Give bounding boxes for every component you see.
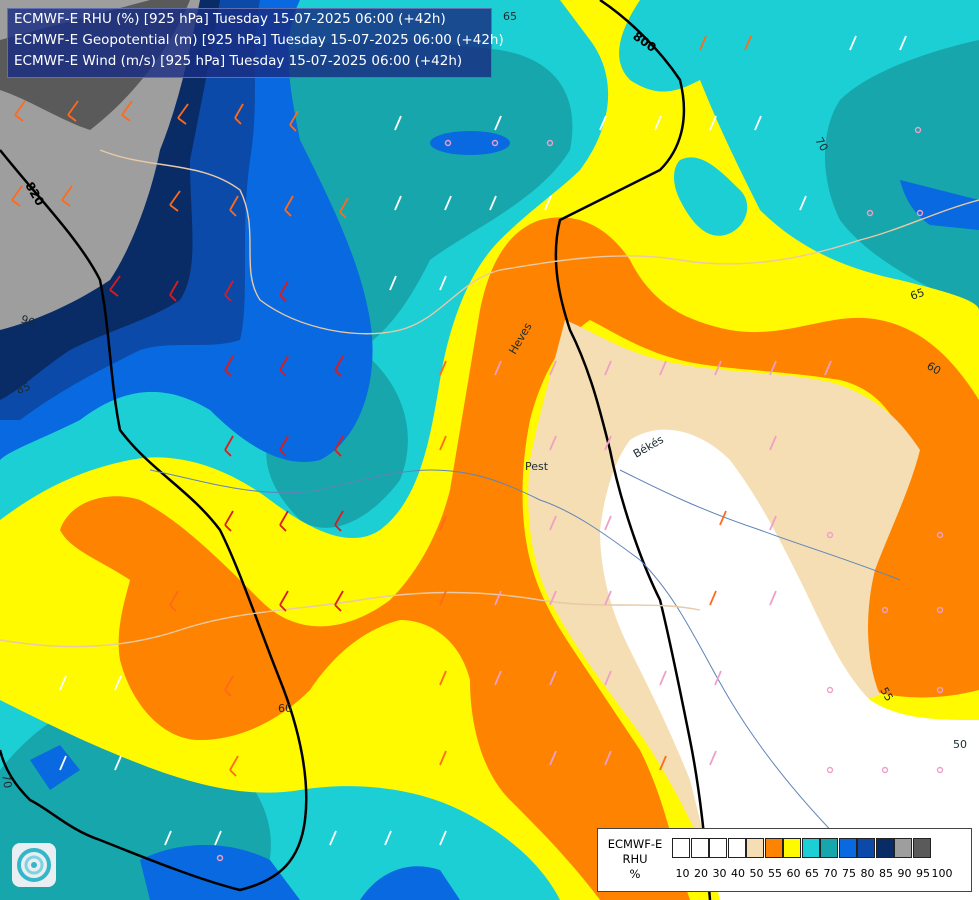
legend-tick-label: 30 — [712, 867, 727, 880]
legend-swatch — [894, 838, 912, 858]
rh-75-80-patch-bottom2 — [360, 866, 460, 900]
rh-75-80-patch-top — [430, 131, 510, 155]
legend-swatch — [857, 838, 875, 858]
header-line-rhu: ECMWF-E RHU (%) [925 hPa] Tuesday 15-07-… — [14, 11, 446, 27]
legend-tick-label: 85 — [879, 867, 893, 880]
legend-tick-label: 95 — [916, 867, 930, 880]
legend-tick-label: 75 — [842, 867, 856, 880]
geopotential-820-line — [0, 149, 308, 892]
legend-tick-label: 40 — [731, 867, 745, 880]
legend-title: ECMWF-E RHU % — [603, 837, 667, 882]
river-line — [149, 469, 851, 851]
rh-label: 70 — [812, 135, 830, 154]
rh-label: 65 — [503, 10, 517, 23]
header-line-geopotential: ECMWF-E Geopotential (m) [925 hPa] Tuesd… — [14, 32, 504, 48]
rh-label: 55 — [877, 685, 895, 704]
legend-swatch — [820, 838, 838, 858]
legend-tick-label: 100 — [931, 867, 953, 880]
legend-tick-label: 55 — [768, 867, 782, 880]
rh-55-60-area-main — [60, 217, 979, 900]
rhu-color-legend: ECMWF-E RHU % 10 20 30 40 50 55 60 65 70 75 80 85 90… — [597, 828, 972, 892]
rh-75-80-patch-bottom — [140, 845, 300, 900]
border-line — [99, 149, 979, 335]
legend-tick-label: 10 — [675, 867, 690, 880]
rh-70-75-area-right — [825, 40, 979, 310]
place-label-pest: Pest — [525, 460, 549, 473]
legend-swatch — [912, 838, 931, 858]
header-line-wind: ECMWF-E Wind (m/s) [925 hPa] Tuesday 15-… — [14, 53, 463, 69]
rh-label: 60 — [278, 702, 292, 715]
rh-below-50-area — [600, 429, 979, 900]
geopotential-800-line — [554, 0, 712, 900]
legend-swatch — [783, 838, 801, 858]
legend-swatch — [746, 838, 764, 858]
rh-65-70-hole — [674, 157, 748, 236]
legend-tick-label: 50 — [749, 867, 764, 880]
rh-label: 90 — [19, 313, 37, 330]
border-line — [0, 591, 701, 648]
river-line — [619, 469, 901, 581]
rh-75-80-patch-right — [900, 180, 979, 230]
legend-tick-label: 65 — [805, 867, 819, 880]
legend-swatch — [672, 838, 690, 858]
swirl-logo-icon — [17, 848, 51, 882]
rh-label: 85 — [15, 380, 33, 397]
legend-swatch — [801, 838, 820, 858]
legend-unit: % — [629, 867, 641, 881]
rh-label: 70 — [0, 773, 14, 789]
legend-tick-label: 80 — [860, 867, 875, 880]
legend-tick-label: 70 — [823, 867, 838, 880]
rh-label: 65 — [909, 286, 927, 303]
rh-75-80-patch-left — [30, 745, 80, 790]
legend-title-model: ECMWF-E — [607, 837, 663, 851]
legend-swatch — [690, 838, 709, 858]
legend-swatch — [838, 838, 857, 858]
legend-tick-label: 60 — [786, 867, 801, 880]
legend-swatch — [709, 838, 727, 858]
wind-barbs — [11, 35, 907, 846]
provider-logo — [12, 843, 56, 887]
rh-label: 50 — [953, 738, 967, 751]
legend-swatch — [727, 838, 746, 858]
legend-swatch — [875, 838, 894, 858]
rh-label: 60 — [925, 359, 944, 377]
legend-title-variable: RHU — [622, 852, 648, 866]
legend-swatch — [764, 838, 783, 858]
map-info-header: ECMWF-E RHU (%) [925 hPa] Tuesday 15-07-… — [7, 8, 504, 78]
calm-wind-markers — [216, 126, 944, 862]
legend-tick-label: 90 — [897, 867, 912, 880]
legend-tick-label: 20 — [694, 867, 708, 880]
